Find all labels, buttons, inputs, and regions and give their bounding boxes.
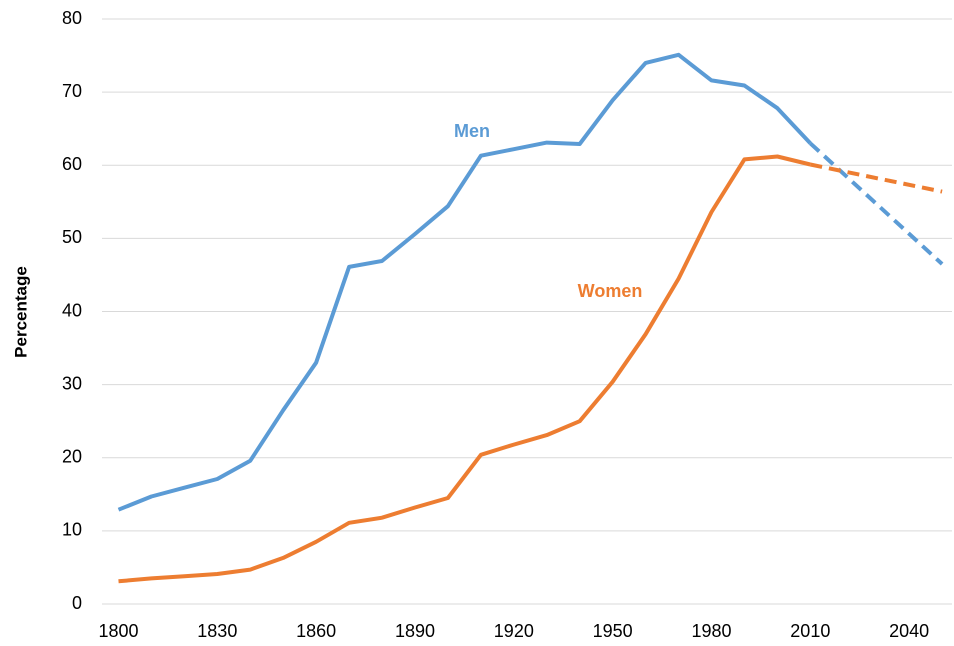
y-tick-label: 80 xyxy=(62,8,82,28)
x-tick-label: 1950 xyxy=(593,621,633,641)
projection-line xyxy=(809,162,943,194)
y-tick-label: 0 xyxy=(72,593,82,613)
y-tick-label: 30 xyxy=(62,373,82,393)
y-axis-label: Percentage xyxy=(11,266,30,358)
x-tick-label: 1920 xyxy=(494,621,534,641)
x-tick-label: 1890 xyxy=(395,621,435,641)
y-tick-label: 40 xyxy=(62,300,82,320)
y-tick-label: 10 xyxy=(62,520,82,540)
series-label: Women xyxy=(578,281,643,301)
x-tick-label: 1860 xyxy=(296,621,336,641)
x-tick-label: 2040 xyxy=(889,621,929,641)
series-label: Men xyxy=(454,121,490,141)
series-line xyxy=(117,52,812,512)
y-tick-label: 60 xyxy=(62,154,82,174)
x-tick-label: 1830 xyxy=(197,621,237,641)
y-tick-label: 20 xyxy=(62,447,82,467)
series-line xyxy=(118,154,811,584)
y-tick-label: 50 xyxy=(62,227,82,247)
x-tick-label: 1800 xyxy=(98,621,138,641)
x-tick-label: 1980 xyxy=(691,621,731,641)
y-tick-label: 70 xyxy=(62,81,82,101)
x-tick-label: 2010 xyxy=(790,621,830,641)
projection-line xyxy=(808,141,944,266)
